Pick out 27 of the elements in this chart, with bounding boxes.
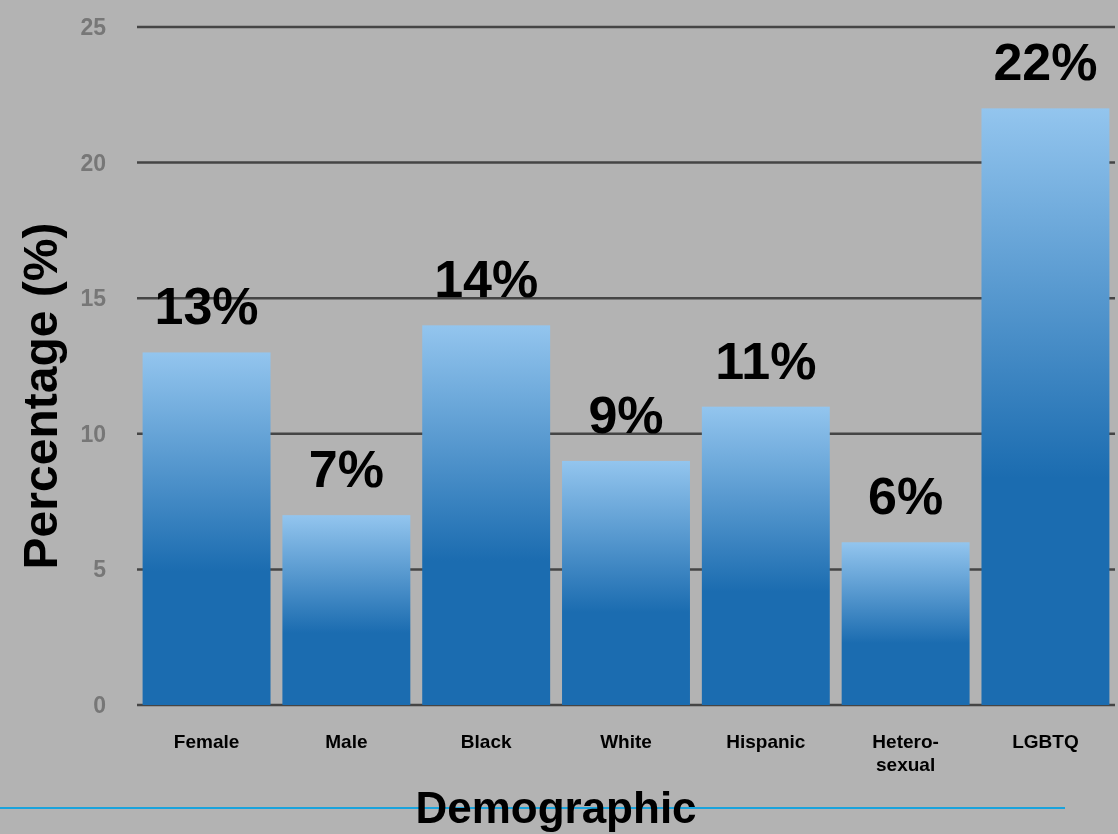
x-tick-label: Female (173, 731, 240, 752)
y-tick-label: 10 (80, 420, 106, 447)
x-tick-label: Male (325, 731, 368, 752)
y-tick-label: 0 (93, 692, 106, 719)
y-axis-title: Percentage (%) (14, 222, 67, 570)
x-tick-label: Hispanic (726, 731, 806, 752)
data-label: 11% (715, 331, 817, 390)
bar (841, 542, 970, 705)
data-label: 14% (434, 250, 539, 309)
bar (981, 108, 1110, 705)
y-tick-label: 20 (80, 149, 106, 176)
bar (142, 352, 271, 705)
bar (422, 325, 551, 705)
data-label: 22% (993, 33, 1098, 92)
y-tick-label: 15 (80, 285, 107, 312)
y-tick-label: 5 (93, 556, 107, 583)
bar (282, 515, 411, 705)
x-tick-label: LGBTQ (1012, 731, 1079, 752)
bar (701, 406, 830, 705)
data-label: 7% (308, 440, 384, 499)
bar (562, 460, 690, 705)
x-tick-label: White (600, 731, 652, 752)
data-label: 6% (868, 467, 944, 526)
y-tick-label: 25 (80, 14, 107, 41)
x-tick-label: Hetero- sexual (872, 731, 939, 775)
x-tick-label: Black (460, 731, 512, 752)
data-label: 9% (588, 385, 664, 444)
